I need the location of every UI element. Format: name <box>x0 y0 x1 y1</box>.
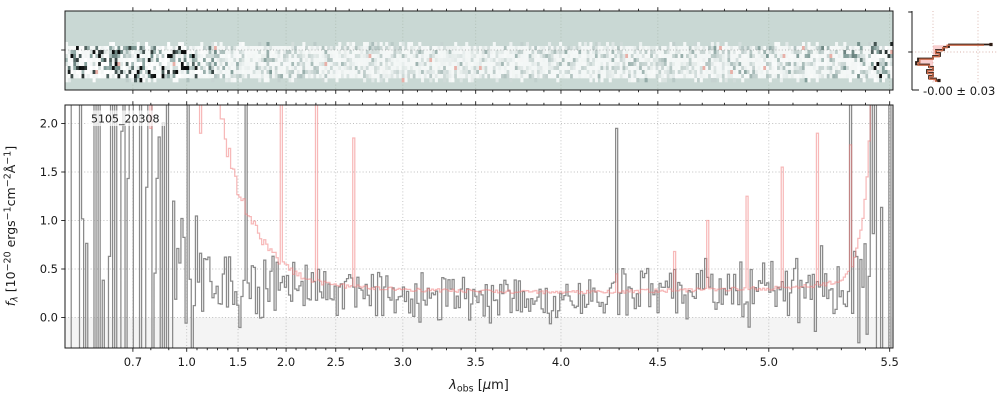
object-id-box <box>87 110 165 126</box>
x-axis-label-open: [ <box>474 378 483 393</box>
x-tick-label: 2.0 <box>277 355 295 369</box>
profile-data-line <box>915 43 991 82</box>
profile-spines <box>908 11 997 91</box>
y-axis-label-p1: [10 <box>3 271 18 296</box>
negative-region-shade <box>65 317 893 348</box>
x-tick-label: 3.5 <box>467 355 485 369</box>
y-axis-label-p3: cm <box>3 187 18 206</box>
x-tick-label: 1.5 <box>229 355 247 369</box>
x-tick-label: 1.0 <box>178 355 196 369</box>
x-tick-label: 4.5 <box>649 355 667 369</box>
y-axis-label-s2: −1 <box>3 206 14 220</box>
figure-labels: 5105_20308 -0.00 ± 0.03 λobs [μm] fλ [10… <box>3 84 1000 395</box>
y-axis-label-p2: ergs <box>3 220 18 251</box>
2d-ticks <box>61 7 891 94</box>
main-ticks <box>61 101 891 352</box>
x-axis-label-sub: obs <box>457 384 474 395</box>
y-tick-label: 0.5 <box>40 262 58 276</box>
y-axis-label-s4: −1 <box>3 151 14 165</box>
2d-x-gridlines <box>132 11 891 90</box>
x-axis-label-symbol: λ <box>448 378 457 393</box>
y-tick-label: 0.0 <box>40 311 58 325</box>
y-axis-label: fλ [10−20 ergs−1cm−2Å−1] <box>3 146 21 306</box>
x-tick-labels: 0.7 1.0 1.5 2.0 2.5 3.0 3.5 4.0 4.5 5.0 5.5 <box>124 355 899 369</box>
spectrum-2d-panel <box>61 7 894 94</box>
x-axis-label-close: m] <box>491 378 509 393</box>
y-tick-labels: 0.0 0.5 1.0 1.5 2.0 <box>40 117 58 325</box>
main-gridlines <box>65 105 893 348</box>
profile-endpoint-marker <box>989 42 993 47</box>
x-axis-label-mu: μ <box>482 378 491 393</box>
y-axis-label-p5: ] <box>3 146 18 151</box>
y-axis-label-s3: −2 <box>3 173 14 187</box>
2d-noise-band <box>65 42 893 83</box>
x-tick-label: 0.7 <box>124 355 142 369</box>
profile-stats-label: -0.00 ± 0.03 <box>923 84 995 98</box>
object-id-label: 5105_20308 <box>91 113 160 126</box>
y-axis-label-s1: −20 <box>3 251 14 271</box>
profile-model-line <box>917 44 984 82</box>
y-axis-label-p4: Å <box>3 164 18 173</box>
y-tick-label: 1.5 <box>40 165 58 179</box>
x-tick-label: 5.5 <box>881 355 899 369</box>
x-tick-label: 2.5 <box>327 355 345 369</box>
x-tick-label: 4.0 <box>552 355 570 369</box>
y-axis-label-symbol: f <box>3 300 18 306</box>
profile-endpoint-marker <box>937 78 941 83</box>
flux-line <box>70 105 892 348</box>
y-tick-label: 1.0 <box>40 214 58 228</box>
y-tick-label: 2.0 <box>40 117 58 131</box>
spatial-profile-panel <box>908 11 997 91</box>
profile-stats-box <box>919 84 1000 98</box>
profile-guides <box>912 11 997 90</box>
x-tick-label: 5.0 <box>760 355 778 369</box>
x-tick-label: 3.0 <box>394 355 412 369</box>
spectrum-1d-panel: 0.7 1.0 1.5 2.0 2.5 3.0 3.5 4.0 4.5 5.0 5.5 0.0 0.5 1… <box>40 101 899 369</box>
x-axis-label: λobs [μm] <box>448 378 509 395</box>
profile-uncertainty-fill <box>918 45 984 82</box>
uncertainty-line <box>149 105 871 295</box>
y-axis-label-sub: λ <box>9 296 20 303</box>
